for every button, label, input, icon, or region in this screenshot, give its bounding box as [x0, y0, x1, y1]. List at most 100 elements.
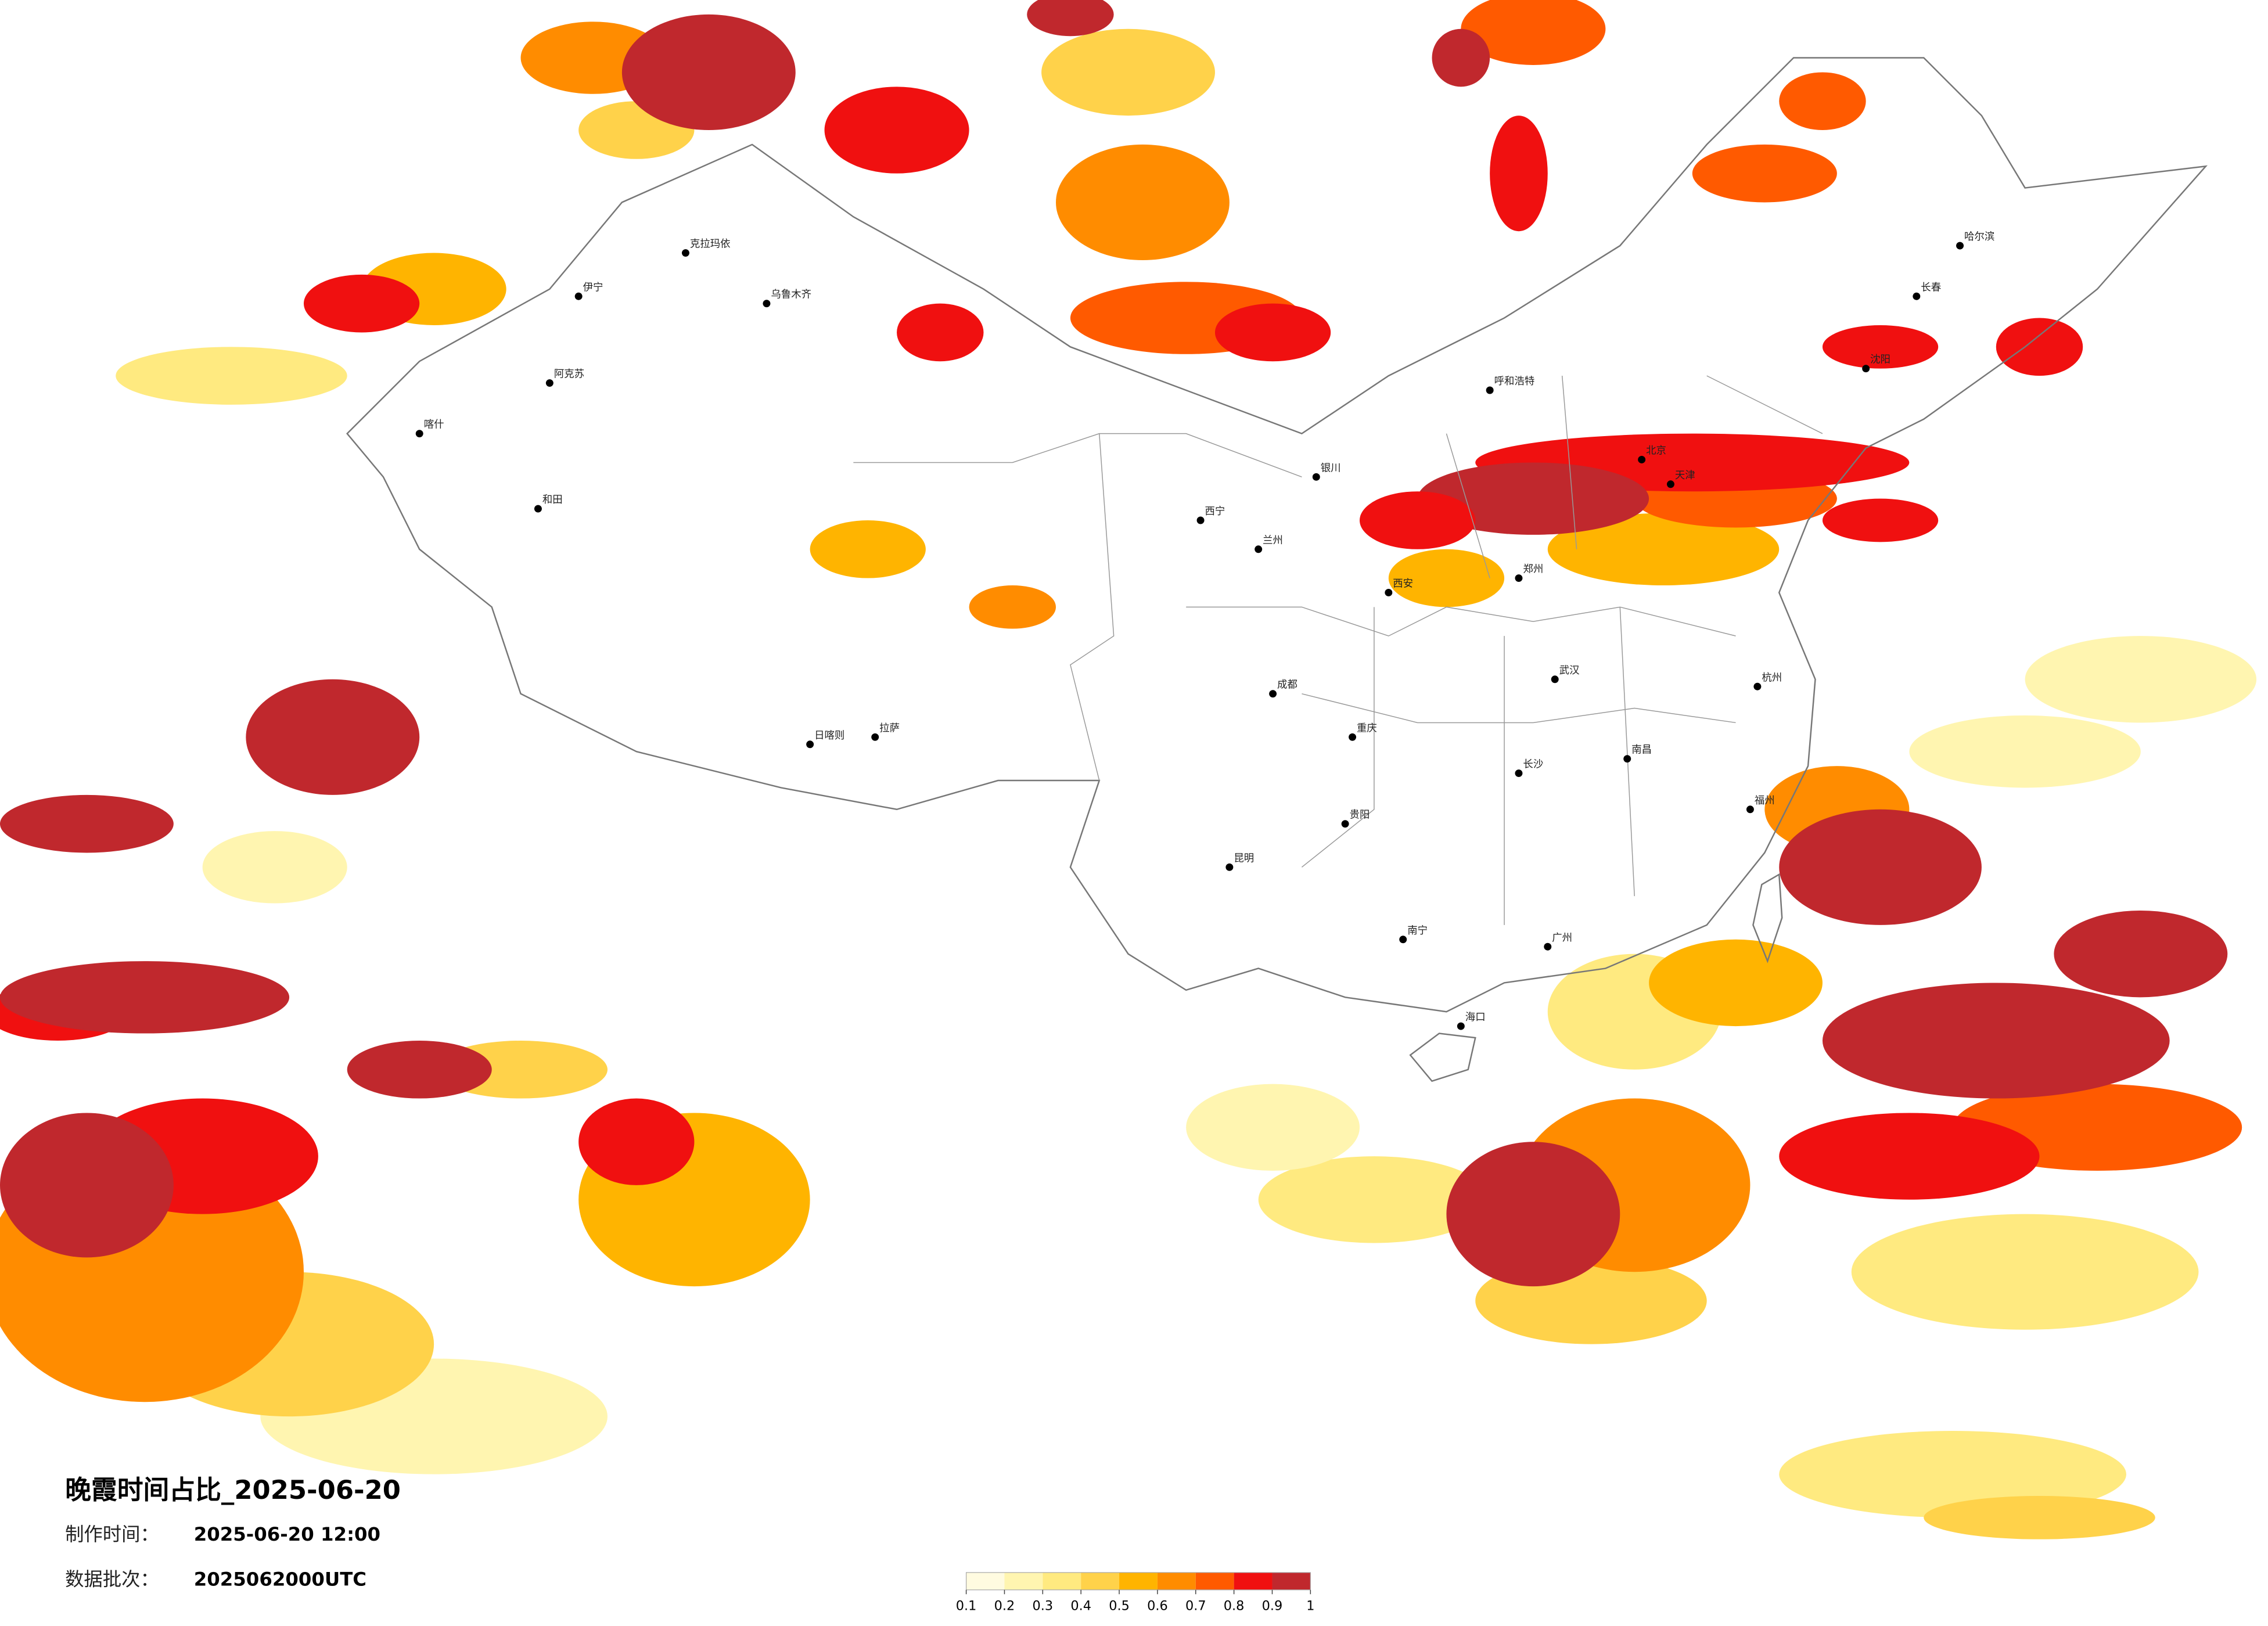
colorbar: 0.1 0.2 0.3 0.4 0.5 0.6 0.7 0.8 0.9 1: [956, 1572, 1314, 1614]
colorbar-box: [1081, 1572, 1120, 1590]
colorbar-frame: [965, 1572, 1311, 1591]
colorbar-box: [1004, 1572, 1043, 1590]
heat-blob: [303, 274, 420, 333]
city-label: 广州: [1552, 932, 1572, 944]
colorbar-tick-label: 1: [1306, 1599, 1314, 1614]
city-dot: [1623, 755, 1631, 763]
city-label: 银川: [1321, 462, 1341, 474]
city-label: 重庆: [1357, 722, 1377, 734]
colorbar-tick-label: 0.9: [1262, 1599, 1283, 1614]
batch-label: 数据批次：: [65, 1568, 159, 1590]
colorbar-tick-label: 0.7: [1185, 1599, 1206, 1614]
city-label: 乌鲁木齐: [771, 289, 811, 301]
heat-blob: [1186, 1084, 1360, 1171]
city-dot: [1544, 942, 1552, 951]
city-label: 呼和浩特: [1494, 376, 1535, 387]
province-lines: [853, 375, 1823, 925]
heat-blob: [1822, 325, 1939, 369]
map-title: 晚霞时间占比_2025-06-20: [65, 1474, 401, 1505]
city-label: 伊宁: [583, 282, 603, 293]
heat-blob: [1779, 72, 1866, 130]
heat-blob: [1924, 1496, 2155, 1539]
city-dot: [1746, 805, 1754, 814]
heat-blob: [810, 520, 926, 578]
heat-blob: [1056, 144, 1230, 260]
heat-blob: [969, 585, 1056, 629]
city-dot: [1515, 574, 1523, 582]
heat-blob: [202, 831, 347, 904]
heat-blob: [1461, 0, 1606, 65]
colorbar-tick-label: 0.5: [1109, 1599, 1130, 1614]
city-dot: [1638, 455, 1646, 463]
heat-blob: [1446, 1142, 1620, 1287]
heat-blob: [0, 794, 174, 853]
heat-blob: [1779, 1113, 2040, 1200]
city-label: 天津: [1675, 470, 1695, 481]
heat-blob: [578, 1098, 695, 1185]
city-label: 沈阳: [1870, 354, 1890, 366]
colorbar-tick-label: 0.3: [1033, 1599, 1054, 1614]
city-dot: [1341, 820, 1349, 828]
colorbar-tick-label: 0.8: [1224, 1599, 1245, 1614]
city-dot: [681, 249, 689, 257]
colorbar-box: [1119, 1572, 1158, 1590]
city-label: 兰州: [1263, 535, 1283, 546]
city-label: 杭州: [1762, 672, 1782, 684]
city-label: 郑州: [1523, 564, 1543, 575]
city-dot: [1385, 588, 1393, 596]
city-dot: [1956, 242, 1964, 250]
heat-layer: [0, 0, 2257, 1539]
heat-blob: [1360, 491, 1476, 549]
city-dot: [1225, 863, 1234, 871]
country-outline: [346, 57, 2208, 1013]
city-dot: [534, 505, 542, 513]
city-dot: [1457, 1022, 1465, 1030]
city-label: 阿克苏: [554, 369, 584, 380]
city-dot: [574, 292, 583, 300]
city-dot: [1269, 690, 1277, 698]
production-time-value: 2025-06-20 12:00: [194, 1523, 380, 1545]
city-label: 哈尔滨: [1964, 231, 1994, 243]
heat-blob: [1258, 1156, 1490, 1243]
heat-blob: [2025, 636, 2257, 723]
city-dot: [1913, 292, 1921, 300]
city-dot: [1551, 675, 1559, 684]
city-dot: [545, 379, 553, 387]
heat-blob: [1996, 318, 2083, 376]
city-dot: [1255, 545, 1263, 553]
city-label: 南宁: [1407, 925, 1428, 937]
heat-blob: [1822, 498, 1939, 542]
colorbar-box: [1234, 1572, 1273, 1590]
city-dot: [1399, 936, 1407, 944]
heat-blob: [0, 1113, 174, 1258]
city-label: 拉萨: [879, 722, 900, 734]
heat-blob: [2054, 911, 2228, 998]
taiwan-outline: [1752, 873, 1783, 963]
city-dot: [871, 733, 879, 741]
heat-blob: [1851, 1214, 2199, 1330]
city-label: 长沙: [1523, 759, 1543, 771]
city-label: 昆明: [1234, 852, 1254, 864]
city-dot: [1312, 473, 1320, 481]
colorbar-tick-label: 0.2: [994, 1599, 1015, 1614]
city-label: 西安: [1393, 578, 1413, 589]
city-label: 成都: [1277, 679, 1297, 691]
city-dot: [1196, 516, 1205, 524]
city-label: 喀什: [424, 419, 444, 431]
city-label: 海口: [1465, 1012, 1486, 1023]
city-label: 日喀则: [814, 730, 844, 742]
city-dot: [1486, 386, 1494, 394]
city-label: 和田: [542, 494, 563, 506]
heat-blob: [897, 303, 984, 362]
heat-blob: [347, 1041, 492, 1099]
heat-blob: [116, 347, 347, 405]
heat-blob: [1909, 715, 2141, 788]
city-label: 武汉: [1559, 665, 1580, 677]
city-dot: [1349, 733, 1357, 741]
heat-blob: [1041, 28, 1215, 116]
city-label: 克拉玛依: [690, 239, 731, 250]
colorbar-tick-label: 0.1: [956, 1599, 977, 1614]
colorbar-tick-label: 0.6: [1147, 1599, 1168, 1614]
heat-blob: [1547, 513, 1780, 585]
city-dot: [1515, 769, 1523, 778]
